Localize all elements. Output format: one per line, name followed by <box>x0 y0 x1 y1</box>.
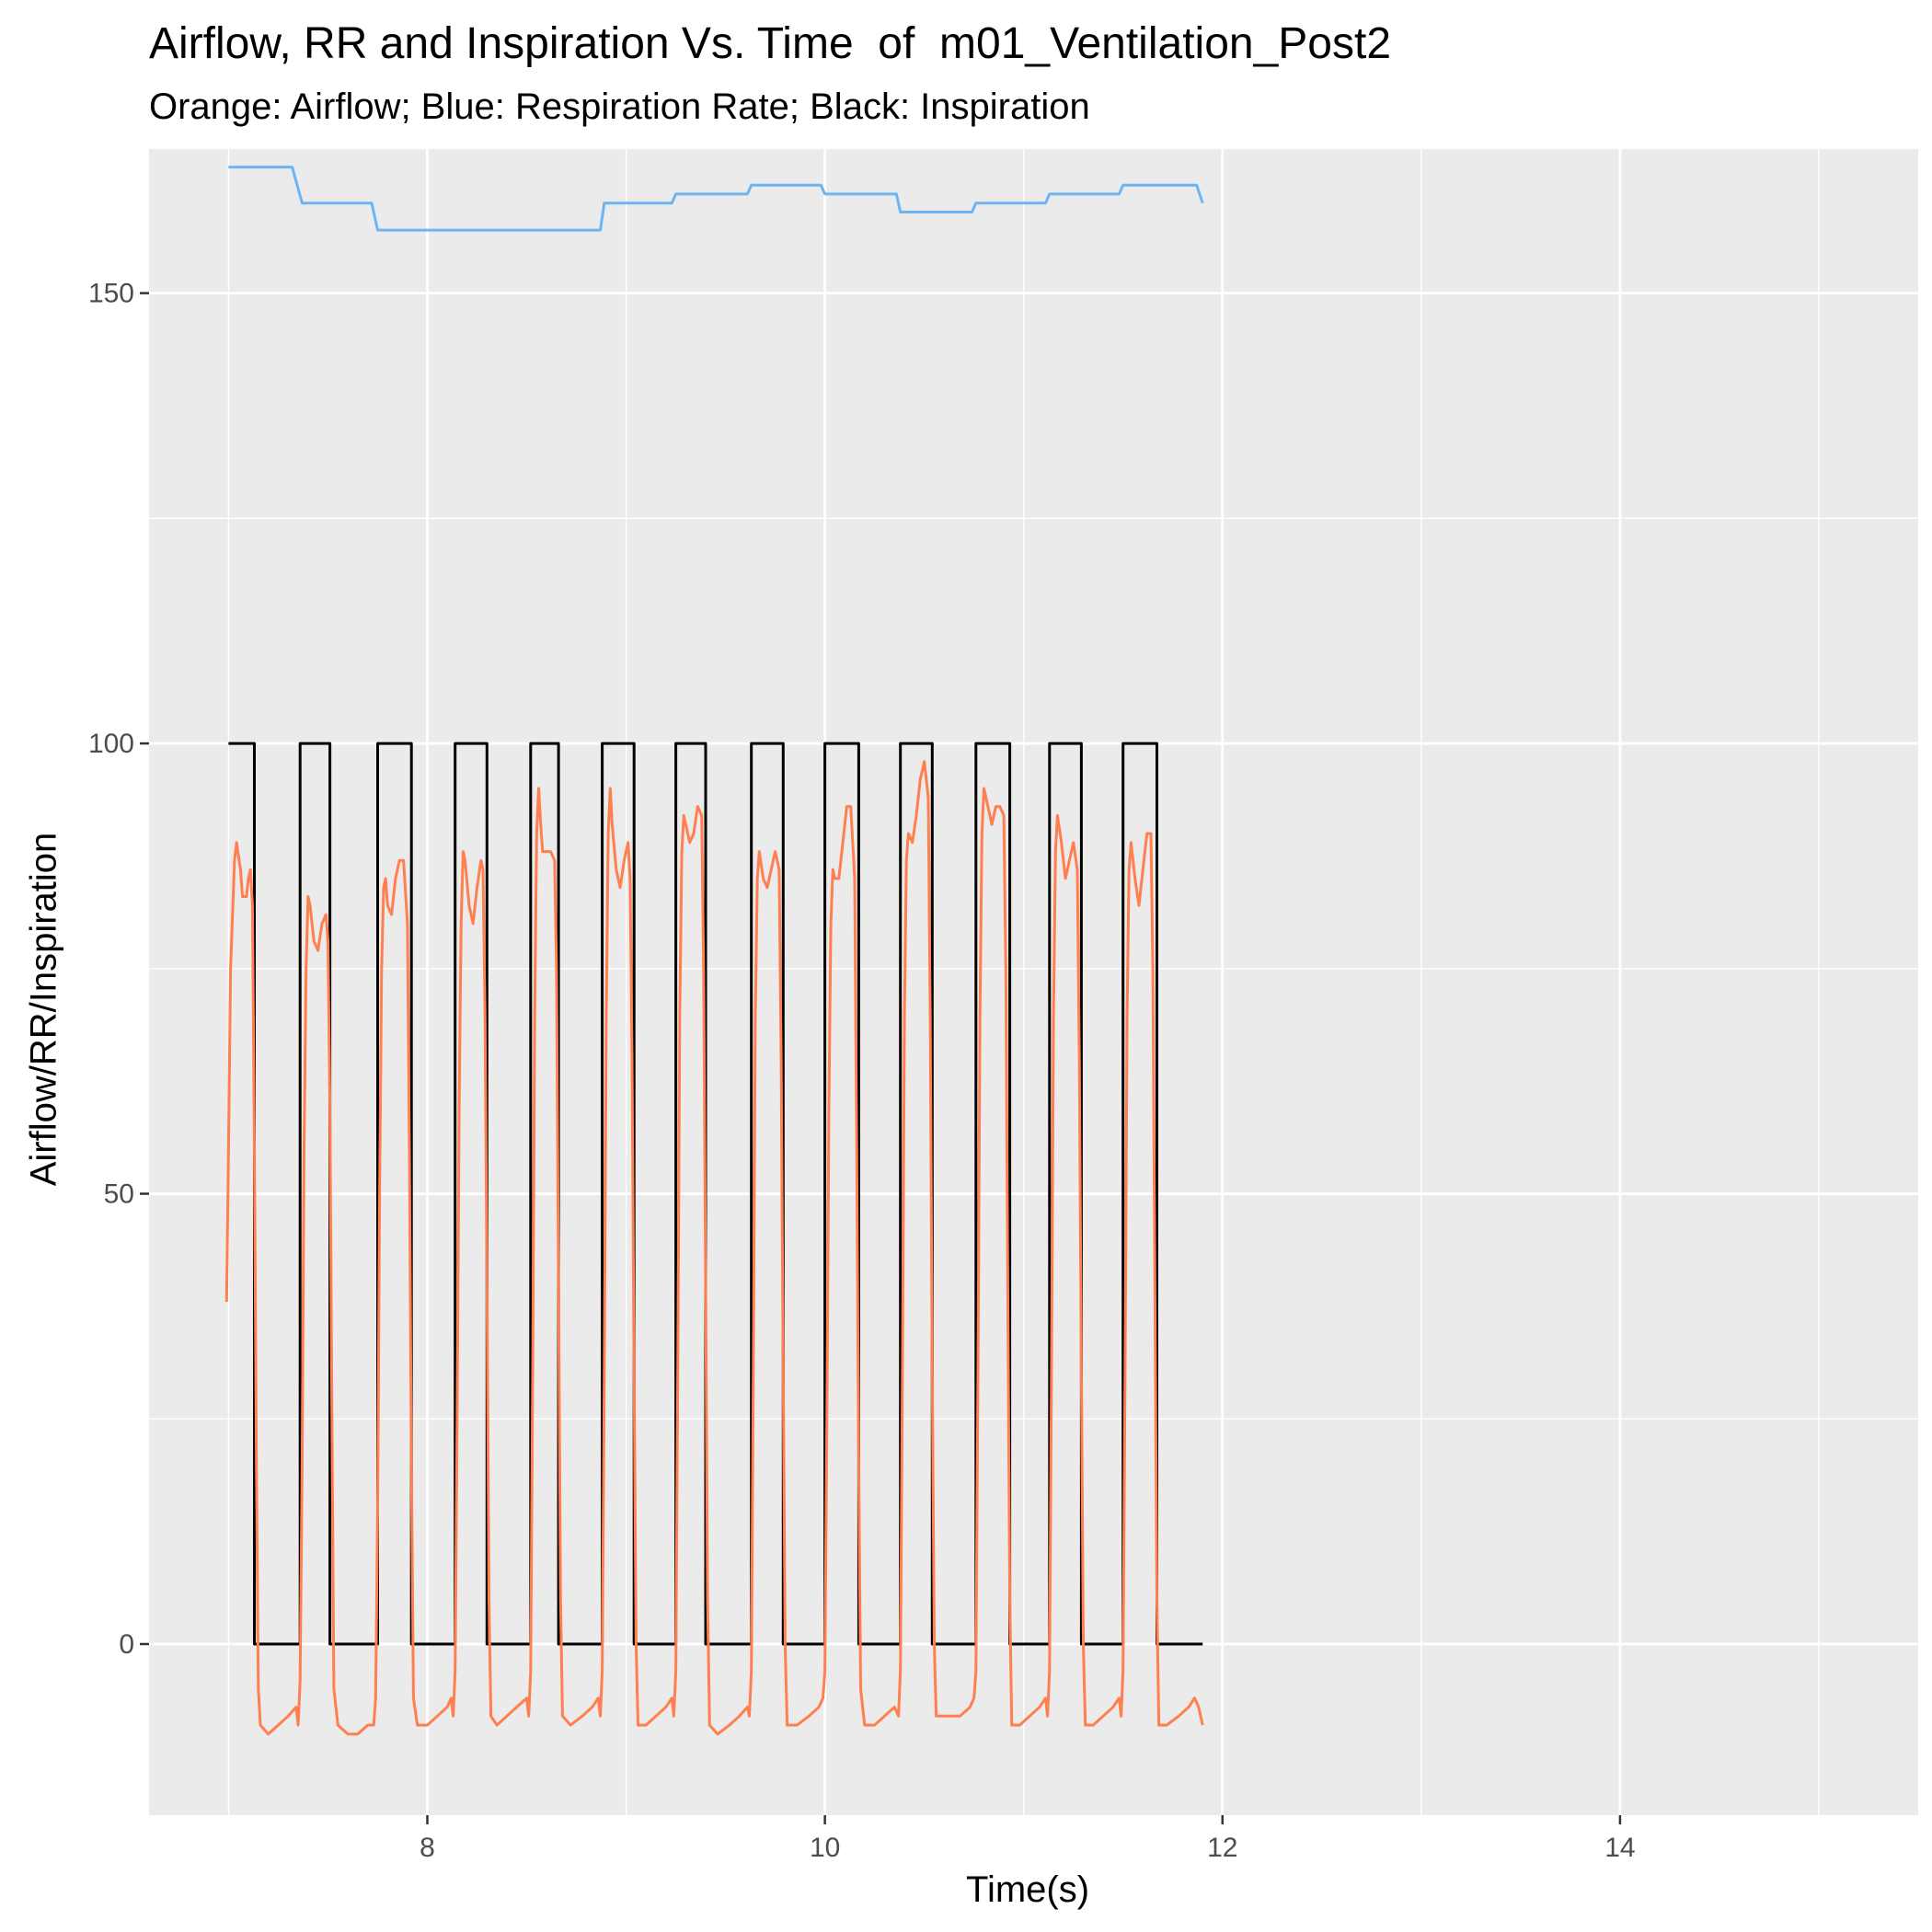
y-tick-label: 0 <box>119 1629 134 1660</box>
y-axis-title: Airflow/RR/Inspiration <box>23 832 64 1187</box>
chart-subtitle: Orange: Airflow; Blue: Respiration Rate;… <box>149 86 1090 127</box>
series-line-respiration-rate <box>228 166 1204 232</box>
x-tick-label: 14 <box>1604 1833 1635 1863</box>
y-tick-label: 150 <box>88 279 134 309</box>
tick-labels: 8 10 12 14 0 50 100 150 <box>88 279 1636 1863</box>
x-axis-title: Time(s) <box>966 1869 1090 1910</box>
x-tick-label: 12 <box>1207 1833 1237 1863</box>
series-line-airflow <box>224 760 1204 1736</box>
y-tick-label: 50 <box>104 1179 134 1210</box>
y-tick-label: 100 <box>88 729 134 759</box>
x-tick-label: 8 <box>420 1833 435 1863</box>
x-tick-label: 10 <box>810 1833 840 1863</box>
chart-title: Airflow, RR and Inspiration Vs. Time of … <box>149 19 1392 68</box>
series-layer <box>224 166 1204 1736</box>
axis-ticks <box>140 292 1622 1824</box>
plot-panel <box>149 149 1918 1815</box>
grid-minor <box>149 149 1918 1815</box>
